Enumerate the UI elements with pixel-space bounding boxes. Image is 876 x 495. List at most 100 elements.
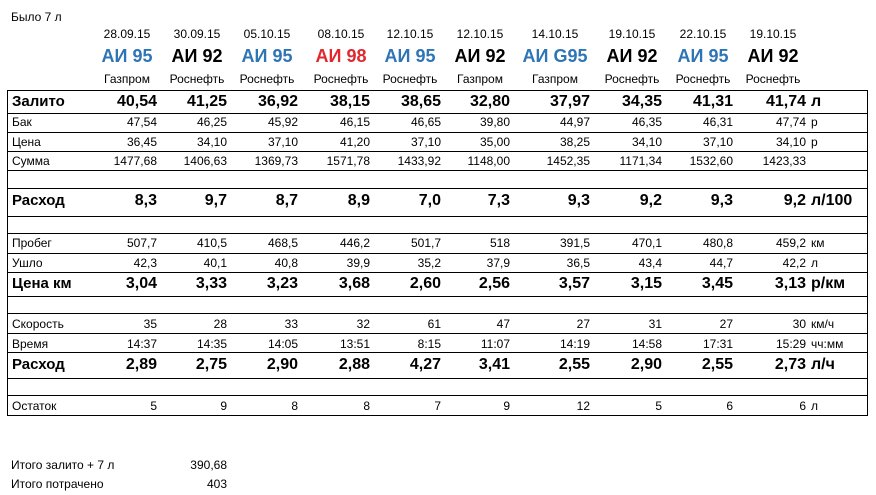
table-cell: 501,7 <box>410 236 441 250</box>
table-cell: 41,31 <box>692 93 733 110</box>
table-cell: 9,3 <box>710 192 733 209</box>
top-note: Было 7 л <box>11 10 62 24</box>
grid-line <box>7 313 868 314</box>
column-date: 05.10.15 <box>243 27 291 41</box>
table-cell: 3,41 <box>478 356 510 373</box>
table-cell: 61 <box>427 317 441 331</box>
table-cell: 37,10 <box>267 135 298 149</box>
gas-station: Роснефть <box>745 72 801 86</box>
gas-station: Роснефть <box>675 72 731 86</box>
table-cell: 8,9 <box>347 192 370 209</box>
column-date: 12.10.15 <box>456 27 504 41</box>
table-cell: 3,04 <box>125 275 157 292</box>
gas-station: Газпром <box>104 72 150 86</box>
table-cell: 8 <box>363 399 370 413</box>
table-cell: 35,2 <box>417 256 441 270</box>
table-cell: 37,10 <box>410 135 441 149</box>
grid-line <box>7 90 868 91</box>
table-cell: 8:15 <box>417 337 441 351</box>
table-cell: 37,10 <box>702 135 733 149</box>
table-cell: 14:58 <box>631 337 662 351</box>
fuel-grade: АИ G95 <box>522 46 588 66</box>
grid-line <box>7 170 868 171</box>
table-cell: 15:29 <box>775 337 806 351</box>
table-cell: 47 <box>496 317 510 331</box>
table-cell: 2,55 <box>701 356 733 373</box>
fuel-grade: АИ 92 <box>171 46 223 66</box>
table-cell: 34,10 <box>775 135 806 149</box>
grid-line <box>7 233 868 234</box>
row-label: Время <box>12 337 49 351</box>
table-cell: 27 <box>719 317 733 331</box>
table-cell: 37,97 <box>549 93 590 110</box>
grid-border-left <box>7 90 8 416</box>
table-cell: 3,33 <box>195 275 227 292</box>
total-label: Итого потрачено <box>11 477 104 491</box>
table-cell: 38,25 <box>559 135 590 149</box>
unit-label: л <box>811 399 819 413</box>
table-cell: 42,2 <box>782 256 806 270</box>
table-cell: 40,1 <box>203 256 227 270</box>
table-cell: 33 <box>284 317 298 331</box>
fuel-grade: АИ 95 <box>677 46 729 66</box>
table-cell: 42,3 <box>133 256 157 270</box>
gas-station: Роснефть <box>169 72 225 86</box>
table-cell: 30 <box>792 317 806 331</box>
column-date: 12.10.15 <box>386 27 434 41</box>
table-cell: 14:05 <box>267 337 298 351</box>
table-cell: 9,7 <box>204 192 227 209</box>
unit-label: л <box>811 256 819 270</box>
unit-label: км/ч <box>811 317 835 331</box>
table-cell: 3,13 <box>774 275 806 292</box>
table-cell: 5 <box>655 399 662 413</box>
row-label: Пробег <box>12 236 52 250</box>
table-cell: 46,25 <box>196 115 227 129</box>
table-cell: 2,89 <box>125 356 157 373</box>
table-cell: 470,1 <box>631 236 662 250</box>
grid-line <box>7 296 868 297</box>
gas-station: Газпром <box>457 72 503 86</box>
table-cell: 37,9 <box>486 256 510 270</box>
table-cell: 38,15 <box>329 93 370 110</box>
grid-line <box>7 395 868 396</box>
column-date: 19.10.15 <box>749 27 797 41</box>
table-cell: 3,68 <box>338 275 370 292</box>
column-date: 08.10.15 <box>317 27 365 41</box>
column-date: 14.10.15 <box>531 27 579 41</box>
row-label: Остаток <box>12 399 57 413</box>
row-label: Скорость <box>12 317 64 331</box>
table-cell: 14:37 <box>126 337 157 351</box>
column-date: 19.10.15 <box>608 27 656 41</box>
table-cell: 1477,68 <box>113 154 157 168</box>
table-cell: 9,2 <box>639 192 662 209</box>
row-label: Ушло <box>12 256 43 270</box>
table-cell: 9 <box>503 399 510 413</box>
table-cell: 41,25 <box>186 93 227 110</box>
row-label: Залито <box>12 93 65 110</box>
fuel-grade: АИ 92 <box>606 46 658 66</box>
table-cell: 41,74 <box>765 93 806 110</box>
table-cell: 2,56 <box>478 275 510 292</box>
table-cell: 5 <box>150 399 157 413</box>
table-cell: 9,3 <box>567 192 590 209</box>
table-cell: 3,15 <box>630 275 662 292</box>
table-cell: 14:35 <box>196 337 227 351</box>
gas-station: Роснефть <box>313 72 369 86</box>
total-label: Итого залито + 7 л <box>11 458 115 472</box>
table-cell: 391,5 <box>559 236 590 250</box>
table-cell: 468,5 <box>267 236 298 250</box>
table-cell: 17:31 <box>702 337 733 351</box>
fuel-grade: АИ 92 <box>747 46 799 66</box>
table-cell: 9,2 <box>783 192 806 209</box>
table-cell: 47,54 <box>126 115 157 129</box>
table-cell: 35,00 <box>479 135 510 149</box>
grid-line <box>7 253 868 254</box>
table-cell: 1532,60 <box>689 154 733 168</box>
table-cell: 2,55 <box>558 356 590 373</box>
unit-label: р/км <box>811 275 846 292</box>
table-cell: 32 <box>356 317 370 331</box>
unit-label: л/100 <box>811 192 853 209</box>
table-cell: 43,4 <box>638 256 662 270</box>
table-cell: 38,65 <box>400 93 441 110</box>
